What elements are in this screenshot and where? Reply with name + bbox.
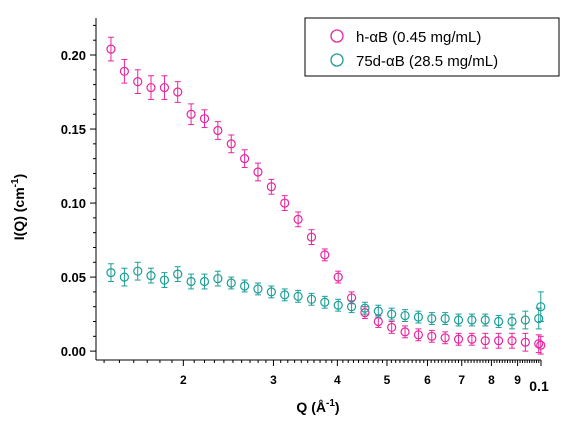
legend-marker-75d-alphab [330,53,344,67]
data-point [373,306,383,316]
legend: h-αB (0.45 mg/mL) 75d-αB (28.5 mg/mL) [304,17,560,77]
data-point [507,336,517,346]
data-point [213,125,223,136]
data-point [427,331,437,341]
data-point [306,232,317,242]
x-axis-title-text: Q (Å [296,399,326,415]
data-point [360,303,370,313]
data-point [159,82,170,93]
data-point [133,266,143,276]
x-axis-title: Q (Å-1) [296,398,339,415]
x-tick-label: 3 [270,373,277,387]
data-point [427,313,437,324]
data-point [400,310,410,321]
y-axis-title-tail: ) [11,174,27,179]
y-tick-label: 0.20 [61,48,86,63]
data-point [253,284,263,294]
data-point [536,340,546,350]
data-point [333,272,343,282]
data-point [199,276,210,287]
data-point [453,334,464,344]
data-point [413,312,424,322]
axes: 0.00 0.05 0.10 0.15 0.20 2 3 4 5 6 7 8 9 0.1 [61,18,549,394]
x-axis-title-tail: ) [335,399,340,415]
y-tick-label: 0.05 [61,270,86,285]
y-tick-label: 0.15 [61,122,86,137]
data-point [240,281,250,291]
data-point [186,276,196,287]
data-point [480,336,490,346]
data-point [266,182,276,192]
data-point [520,315,530,325]
x-tick-label: 4 [334,373,341,387]
data-point [333,300,343,310]
data-point [520,337,530,347]
data-point [480,315,490,325]
y-axis-title: I(Q) (cm-1) [10,174,27,240]
data-point [266,287,276,297]
x-tick-label: 5 [384,373,391,387]
x-tick-label: 9 [514,373,521,387]
data-point [507,316,517,327]
data-point [119,66,129,76]
data-point [494,316,504,327]
x-tick-label: 6 [424,373,431,387]
data-point [467,315,477,325]
data-point [253,167,263,177]
data-point [494,336,504,346]
y-axis-title-sup: -1 [10,178,21,187]
data-point [373,316,383,327]
data-point [453,315,464,325]
data-point [146,271,156,281]
data-point [173,87,183,97]
y-tick-label: 0.00 [61,344,86,359]
data-point [306,294,317,304]
series-0 [106,36,546,355]
data-point [106,44,116,54]
data-point [387,322,397,333]
data-point [320,297,330,307]
data-point [440,313,450,324]
data-point [534,339,544,349]
x-tick-label: 8 [488,373,495,387]
legend-label-75d-alphab: 75d-αB (28.5 mg/mL) [356,53,498,70]
data-point [293,291,303,301]
series-1 [106,261,546,330]
legend-box [304,17,560,77]
data-point [534,313,544,324]
legend-label-h-alphab: h-αB (0.45 mg/mL) [356,29,481,46]
data-point [293,214,303,224]
data-point [173,269,183,279]
y-axis-title-text: I(Q) (cm [11,187,27,240]
data-point [280,198,290,208]
y-tick-label: 0.10 [61,196,86,211]
data-point [280,290,290,300]
x-tick-label: 0.1 [529,378,549,394]
data-point [346,302,357,312]
data-point [186,109,196,119]
data-point [119,272,129,282]
data-point [440,333,450,343]
data-point [536,302,546,312]
data-point [226,139,236,149]
data-point [199,114,210,124]
data-point [133,77,143,87]
x-axis-title-sup: -1 [326,398,335,409]
data-point [400,327,410,337]
data-point [320,250,330,260]
data-point [240,154,250,164]
x-tick-label: 7 [458,373,465,387]
data-point [159,275,170,285]
data-point [387,309,397,319]
data-point [467,334,477,344]
data-point [106,268,116,278]
data-point [213,273,223,284]
x-tick-label: 2 [180,373,187,387]
data-marks [106,36,546,355]
data-point [413,330,424,340]
data-point [146,82,156,93]
data-point [226,278,236,288]
legend-marker-h-alphab [330,29,344,43]
